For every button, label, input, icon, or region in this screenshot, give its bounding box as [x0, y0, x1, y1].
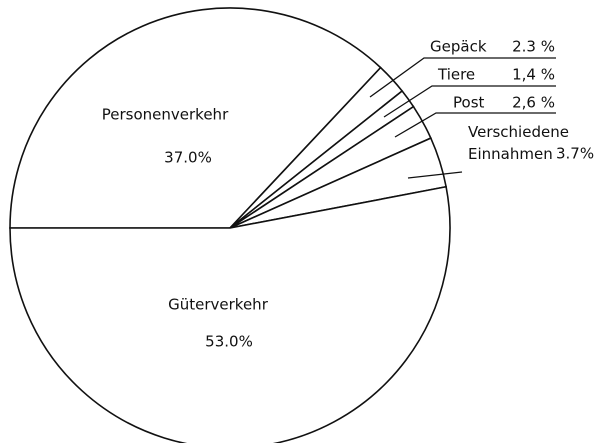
leader-line	[369, 57, 556, 98]
slice-label: Post	[453, 94, 485, 112]
slice-label: Verschiedene Einnahmen	[468, 123, 574, 163]
pie-slice	[9, 7, 382, 229]
slice-label: Güterverkehr	[168, 296, 269, 314]
slice-label: Personenverkehr	[102, 106, 229, 124]
value-label: 2.3 %	[512, 38, 555, 56]
value-label: 2,6 %	[512, 94, 555, 112]
value-label: 1,4 %	[512, 66, 555, 84]
pie-slice	[9, 185, 451, 443]
value-label: 53.0%	[205, 333, 253, 351]
leader-line	[407, 171, 463, 179]
slice-label: Tiere	[437, 66, 475, 84]
value-label: 37.0%	[164, 149, 212, 167]
leader-line	[383, 85, 556, 118]
slice-label: Gepäck	[430, 38, 487, 56]
value-label: 3.7%	[556, 145, 594, 163]
leader-line	[394, 112, 556, 138]
